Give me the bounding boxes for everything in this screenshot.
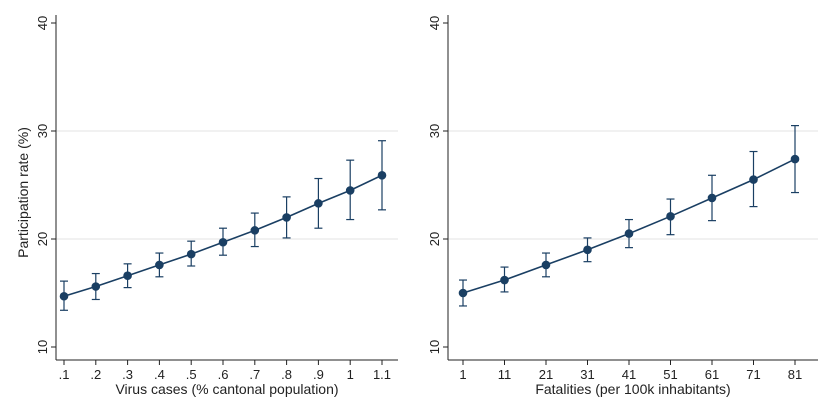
data-point [218,237,228,247]
x-tick-label: 31 [580,367,594,382]
data-point [186,249,196,259]
x-axis-title: Fatalities (per 100k inhabitants) [535,381,730,397]
data-point [583,245,592,255]
x-tick-label: 61 [705,367,719,382]
y-tick-label: 30 [35,124,50,138]
y-tick-label: 20 [35,232,50,246]
data-point [749,175,758,184]
data-point [155,260,164,270]
x-tick-label: .2 [90,367,101,382]
x-tick-label: .1 [59,367,70,382]
data-point [250,226,260,235]
x-tick-label: 1.1 [373,367,391,382]
x-tick-label: 1 [459,367,466,382]
x-tick-label: 21 [539,367,553,382]
y-axis-title: Participation rate (%) [15,127,31,258]
y-tick-label: 10 [35,340,50,354]
data-point [624,229,634,238]
x-tick-label: 11 [498,367,512,382]
y-tick-label: 20 [427,232,442,246]
y-tick-label: 40 [427,16,442,30]
y-tick-label: 10 [427,340,442,354]
data-point [666,212,675,221]
x-tick-label: 81 [788,367,802,382]
x-tick-label: 41 [622,367,636,382]
data-point [123,271,132,281]
data-point [377,170,387,180]
data-point [790,154,800,164]
x-tick-label: .7 [249,367,260,382]
x-tick-label: .6 [218,367,229,382]
x-tick-label: .9 [313,367,324,382]
x-tick-label: .3 [122,367,133,382]
y-tick-label: 30 [427,124,442,138]
data-point [91,282,101,291]
x-tick-label: .4 [154,367,165,382]
data-point [59,291,69,301]
left-panel: 10 20 30 40 .1 .2 .3 .4 .5 .6 .7 .8 .9 1 1.1 Virus case… [15,15,398,397]
data-point [345,186,355,195]
x-tick-label: 1 [347,367,354,382]
data-point [707,193,717,203]
data-point [282,213,291,222]
data-point [500,275,509,285]
x-tick-label: 71 [746,367,760,382]
data-point [541,260,551,270]
x-tick-label: .8 [281,367,292,382]
x-axis-title: Virus cases (% cantonal population) [115,381,338,397]
data-point [314,199,323,208]
data-point [458,288,468,298]
x-tick-label: 51 [663,367,677,382]
x-tick-label: .5 [186,367,197,382]
y-tick-label: 40 [35,16,50,30]
